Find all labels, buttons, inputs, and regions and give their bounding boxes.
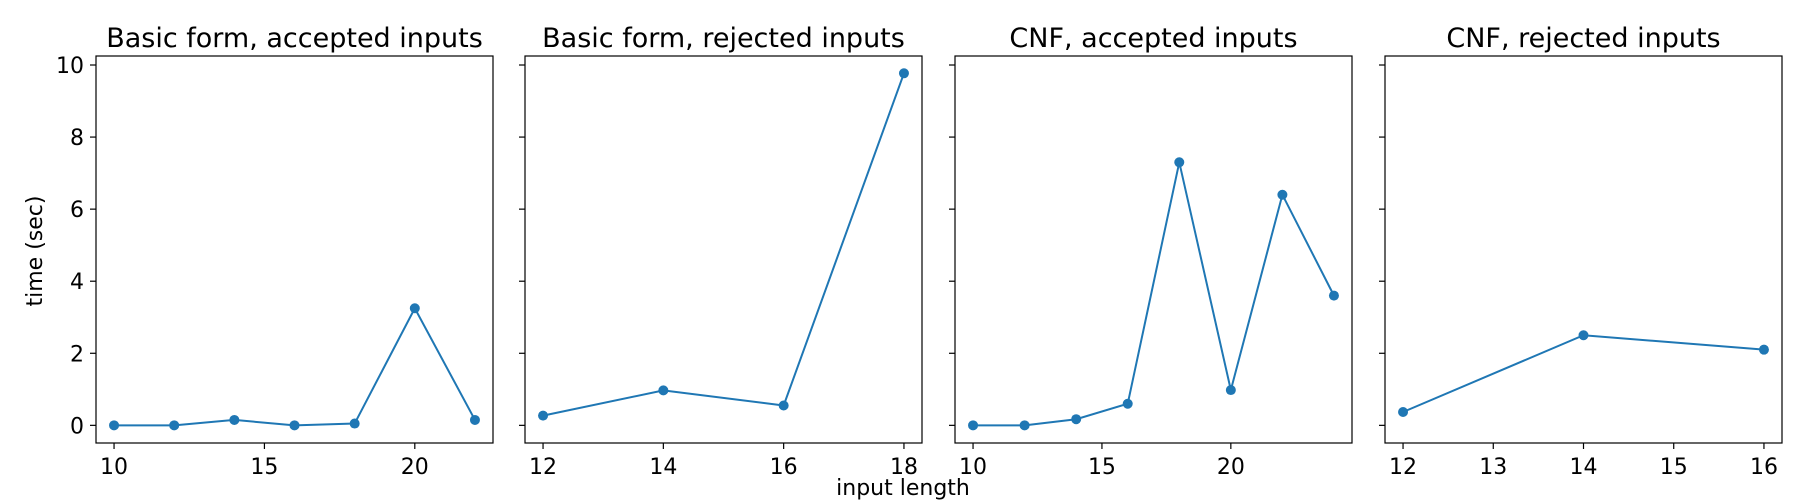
data-point (778, 400, 789, 411)
x-tick-label: 12 (529, 455, 557, 480)
data-point (1328, 290, 1339, 301)
data-point (1277, 189, 1288, 200)
y-tick-label: 6 (70, 198, 84, 223)
data-point (349, 418, 360, 429)
data-point (1758, 344, 1769, 355)
data-point (658, 385, 669, 396)
panel-1: Basic form, accepted inputs 0 2 4 6 8 10 10 15 20 (56, 23, 494, 480)
y-tick-label: 2 (70, 342, 84, 367)
series-line (973, 162, 1335, 427)
x-tick-label: 16 (1750, 455, 1778, 480)
x-tick-label: 14 (1570, 455, 1598, 480)
plot-frame (1384, 55, 1783, 444)
y-tick-label: 8 (70, 126, 84, 151)
x-tick-label: 12 (1389, 455, 1417, 480)
data-point (1122, 398, 1133, 409)
data-point (898, 68, 909, 79)
data-point (289, 420, 300, 431)
panel-title: Basic form, rejected inputs (542, 23, 905, 54)
x-tick-label: 18 (890, 455, 918, 480)
x-tick-label: 15 (250, 455, 278, 480)
panel-title: CNF, rejected inputs (1446, 23, 1720, 54)
data-point (1578, 330, 1589, 341)
data-point (1398, 407, 1409, 418)
series-line (114, 306, 476, 427)
data-point (1019, 420, 1030, 431)
x-tick-label: 15 (1660, 455, 1688, 480)
x-tick-label: 20 (1217, 455, 1245, 480)
y-tick-label: 10 (56, 54, 84, 79)
plot-frame (954, 55, 1353, 444)
y-tick-label: 0 (70, 414, 84, 439)
x-tick-label: 16 (770, 455, 798, 480)
x-tick-label: 20 (401, 455, 429, 480)
x-tick-label: 10 (100, 455, 128, 480)
plot-frame (95, 55, 494, 444)
x-tick-label: 14 (649, 455, 677, 480)
data-point (1071, 414, 1082, 425)
data-point (169, 420, 180, 431)
x-axis-label: input length (836, 476, 970, 500)
data-point (538, 410, 549, 421)
series-line (542, 72, 905, 417)
panels: Basic form, accepted inputs 0 2 4 6 8 10 10 15 20… (56, 23, 1783, 480)
panel-3: CNF, accepted inputs 10 15 20 (949, 23, 1353, 480)
x-tick-label: 13 (1479, 455, 1507, 480)
panel-4: CNF, rejected inputs 12 13 14 15 16 (1379, 23, 1783, 480)
data-point (1174, 157, 1185, 168)
y-tick-label: 4 (70, 270, 84, 295)
panel-2: Basic form, rejected inputs 12 14 16 18 (519, 23, 923, 480)
data-point (109, 420, 120, 431)
data-point (1225, 385, 1236, 396)
x-tick-label: 10 (959, 455, 987, 480)
y-axis-label: time (sec) (23, 196, 48, 307)
series-line (1402, 334, 1765, 413)
data-point (968, 420, 979, 431)
data-point (469, 414, 480, 425)
panel-title: Basic form, accepted inputs (106, 23, 483, 54)
data-point (229, 414, 240, 425)
panel-title: CNF, accepted inputs (1009, 23, 1297, 54)
data-point (409, 303, 420, 314)
x-tick-label: 15 (1088, 455, 1116, 480)
plot-frame (524, 55, 923, 444)
